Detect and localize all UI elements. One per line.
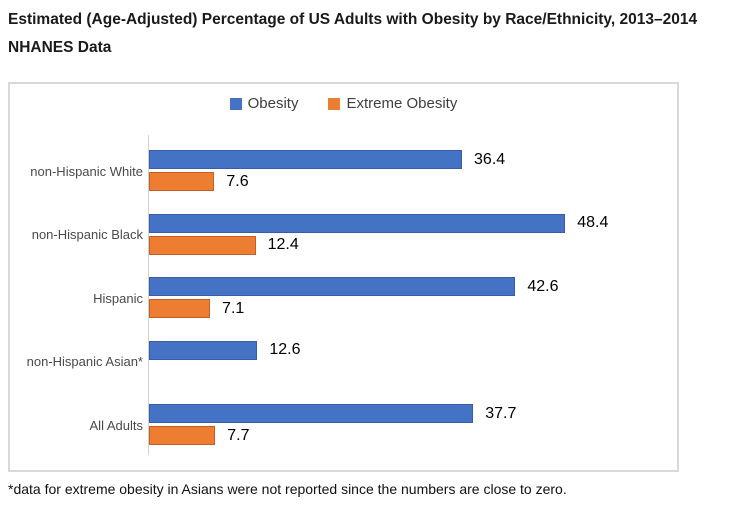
bar-value-label: 7.1	[222, 299, 245, 317]
legend-item-obesity: Obesity	[229, 95, 299, 112]
bar-line-extreme: 7.6	[149, 172, 249, 191]
bar-value-label: 7.6	[226, 172, 249, 190]
bar-line-obesity: 48.4	[149, 213, 609, 233]
bars-group: 48.4 12.4	[149, 213, 675, 256]
category-axis-line	[148, 135, 149, 455]
bars-group: 12.6	[149, 340, 675, 383]
category-label: non-Hispanic White	[30, 163, 143, 179]
bar-value-label: 12.4	[267, 236, 299, 253]
bar-value-label: 7.7	[227, 426, 250, 444]
page-title-line-1: Estimated (Age-Adjusted) Percentage of U…	[8, 11, 698, 28]
category-label: non-Hispanic Black	[31, 227, 143, 242]
bar-obesity	[149, 340, 258, 360]
bar-extreme	[149, 172, 215, 191]
bar-extreme	[149, 299, 211, 318]
page-title: Estimated (Age-Adjusted) Percentage of U…	[8, 6, 744, 62]
plot-area: non-Hispanic White 36.4 7.6 non-Hispanic Bl…	[10, 134, 675, 468]
bar-obesity	[149, 277, 516, 296]
bar-line-extreme: 7.1	[149, 299, 244, 318]
chart-legend: Obesity Extreme Obesity	[10, 95, 677, 112]
bar-line-extreme: 7.7	[149, 426, 249, 445]
bar-value-label: 42.6	[527, 277, 559, 295]
bar-line-obesity: 12.6	[149, 340, 301, 360]
bar-line-extreme: 12.4	[149, 235, 299, 255]
bars-group: 36.4 7.6	[149, 150, 675, 192]
legend-swatch-obesity-icon	[229, 97, 242, 110]
bar-value-label: 36.4	[474, 150, 506, 168]
footnote: *data for extreme obesity in Asians were…	[8, 481, 567, 497]
bar-line-obesity: 36.4	[149, 150, 505, 169]
chart-row: All Adults 37.7 7.7	[10, 404, 675, 446]
bar-value-label: 12.6	[269, 341, 301, 358]
category-label: All Adults	[89, 417, 143, 433]
bar-extreme	[149, 235, 256, 255]
bars-group: 37.7 7.7	[149, 404, 675, 446]
chart-row: Hispanic 42.6 7.1	[10, 277, 675, 319]
bar-chart: Obesity Extreme Obesity non-Hispanic Whit…	[8, 82, 679, 472]
chart-row: non-Hispanic White 36.4 7.6	[10, 150, 675, 192]
bar-obesity	[149, 404, 474, 423]
bar-extreme	[149, 426, 216, 445]
legend-swatch-extreme-icon	[328, 97, 341, 110]
bar-value-label: 37.7	[485, 404, 517, 422]
category-label: Hispanic	[93, 290, 143, 306]
bars-group: 42.6 7.1	[149, 277, 675, 319]
category-label: non-Hispanic Asian*	[26, 354, 143, 369]
bar-obesity	[149, 213, 566, 233]
page-title-line-2: NHANES Data	[8, 39, 112, 56]
bar-line-obesity: 37.7	[149, 404, 516, 423]
chart-row: non-Hispanic Black 48.4 12.4	[10, 213, 675, 256]
bar-obesity	[149, 150, 463, 169]
bar-line-obesity: 42.6	[149, 277, 559, 296]
legend-label: Extreme Obesity	[346, 95, 458, 112]
legend-label: Obesity	[247, 95, 299, 112]
bar-value-label: 48.4	[577, 214, 609, 231]
chart-row: non-Hispanic Asian* 12.6	[10, 340, 675, 383]
legend-item-extreme: Extreme Obesity	[328, 95, 457, 112]
